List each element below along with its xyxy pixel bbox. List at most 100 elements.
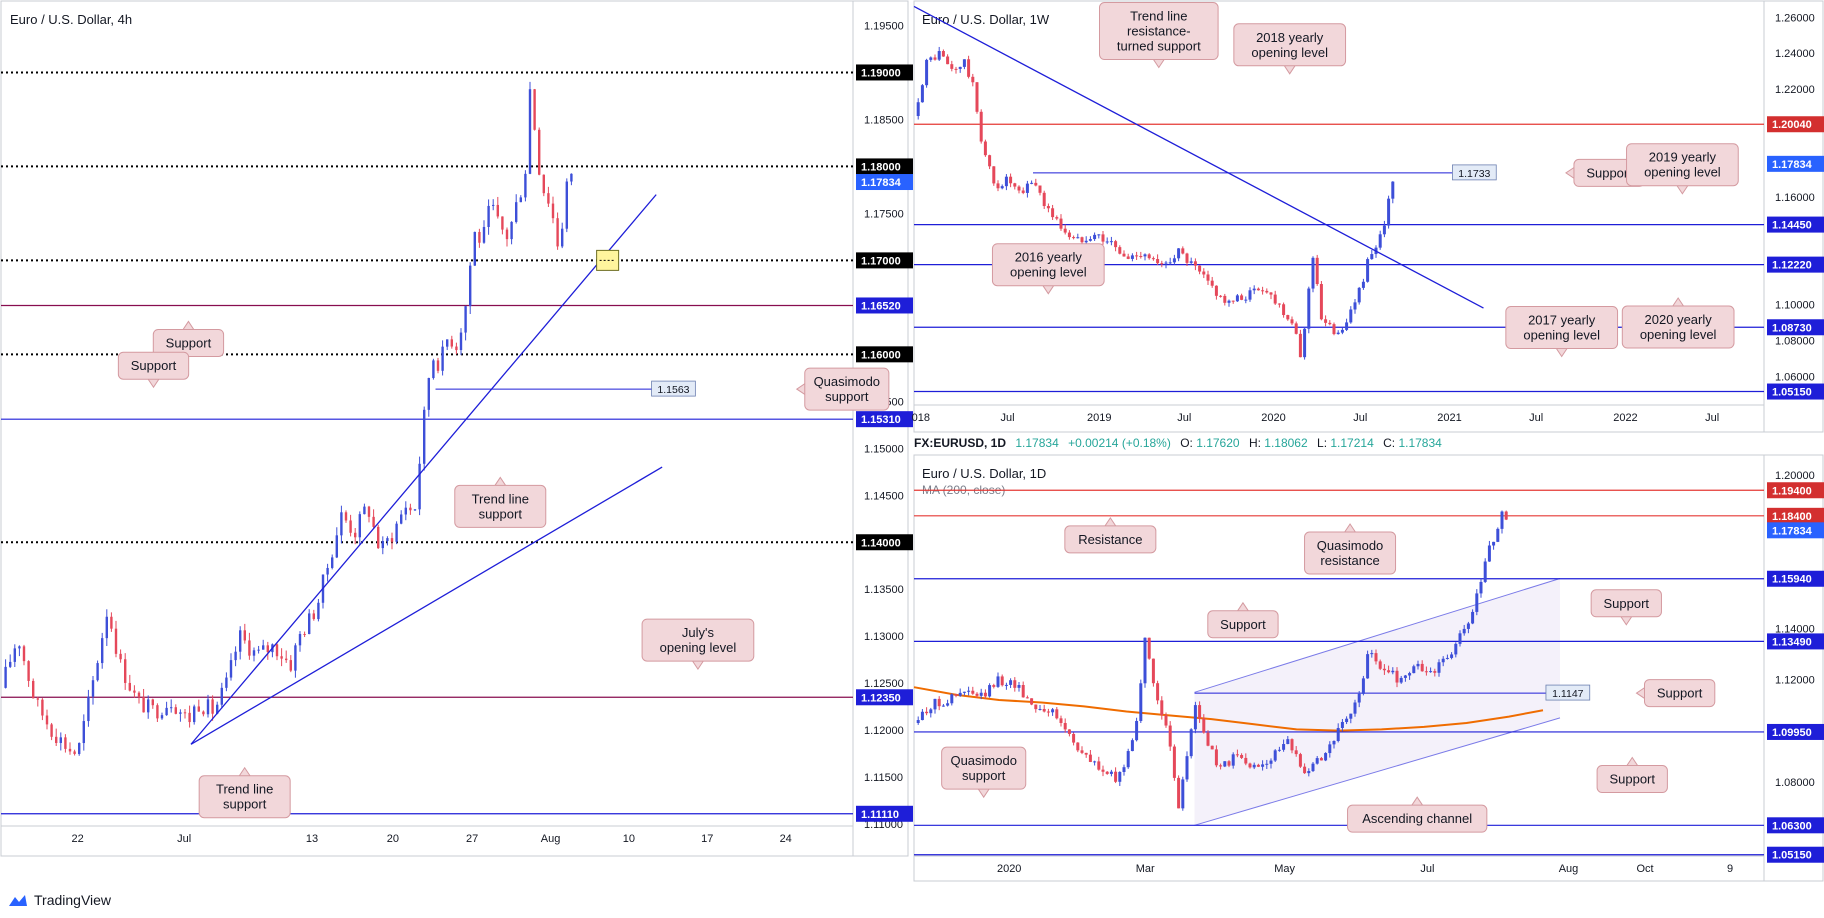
candle-body [1126,751,1130,768]
time-tick-label: 018 [912,412,930,424]
candle-body [1231,754,1235,766]
level-price-badge [1767,383,1824,400]
candle-body [1475,593,1479,612]
candle-body [340,512,343,536]
callout-label: Quasimodo [814,374,880,389]
candle-body [1483,561,1487,582]
candle-body [225,677,228,688]
candle-body [967,59,971,77]
price-tick-label: 1.12000 [864,725,904,737]
candle-body [1198,265,1202,272]
chart-daily[interactable]: 1.20000 1.14000 1.12000 1.08000 2020 Mar May Ju… [913,470,1824,875]
candle-body [1303,328,1307,358]
chart-4h[interactable]: 1.195001.185001.175001.155001.150001.145… [1,20,913,845]
candle-body [1156,259,1160,264]
candle-body [487,205,490,227]
candle-body [188,712,191,723]
candle-body [1378,234,1382,248]
candle-body [1055,217,1059,219]
callout-label: Ascending channel [1362,811,1472,826]
candle-body [1412,666,1416,674]
candle-body [1458,633,1462,644]
annotation-callout: Resistance [1064,516,1157,554]
candle-body [1093,234,1097,240]
candle-body [1021,685,1025,698]
candle-body [312,613,315,620]
candle-body [1227,300,1231,303]
candle-body [1265,290,1269,293]
time-tick-label: 9 [1727,863,1733,875]
candle-body [1151,258,1155,260]
candle-body [1256,288,1260,291]
callout-box [1064,525,1157,554]
price-tick-label: 1.11000 [864,819,903,831]
time-tick-label: 24 [780,833,792,845]
candle-body [220,687,223,705]
low-value: 1.17214 [1330,436,1374,450]
time-tick-label: Jul [1529,412,1543,424]
candle-body [971,76,975,83]
candle-body [432,360,435,379]
candle-body [1059,218,1063,229]
last-price-badge-label: 1.17834 [1772,159,1813,171]
level-price-badge [1767,723,1824,740]
tradingview-logo[interactable]: TradingView [6,890,111,910]
candle-body [1177,777,1181,809]
candle-body [1298,754,1302,767]
candle-body [996,183,1000,189]
candle-body [124,659,127,683]
candle-body [1349,309,1353,323]
candle-body [36,698,39,700]
candle-body [234,651,237,661]
candle-body [1361,678,1365,694]
candle-body [1261,290,1265,292]
candle-body [501,216,504,230]
candle-body [975,82,979,112]
candle-body [1353,302,1357,310]
close-label: C: [1383,436,1395,450]
candle-body [1063,228,1067,233]
candle-body [925,59,929,86]
chart-weekly[interactable]: 1.26000 1.24000 1.22000 1.16000 1.10000 1.080… [912,2,1824,424]
candle-body [954,694,958,696]
callout-label: resistance- [1127,24,1191,39]
callout-label: Resistance [1078,532,1142,547]
level-price-badge-label: 1.20040 [1772,119,1812,131]
callout-box [1207,610,1279,639]
price-tick-label: 1.22000 [1775,84,1815,96]
time-tick-label: 10 [623,833,635,845]
candle-body [1000,676,1004,686]
time-tick-label: May [1274,863,1295,875]
callout-label: Support [1586,165,1632,180]
last-price-badge [1767,155,1824,172]
level-price-badge [856,534,913,551]
callout-label: Quasimodo [950,753,1016,768]
candle-body [1319,284,1323,320]
callout-box [1099,2,1219,61]
time-tick-label: 2022 [1613,412,1637,424]
level-price-badge [1767,633,1824,650]
candle-body [1072,733,1076,743]
candle-body [377,526,380,549]
candle-body [262,645,265,650]
candle-body [1235,295,1239,302]
candle-body [1273,294,1277,304]
candle-body [1231,300,1235,302]
price-tick-label: 1.18500 [864,114,904,126]
candle-body [9,661,12,667]
candle-body [1244,757,1248,764]
candle-body [933,698,937,710]
candle-body [962,691,966,693]
time-tick-label: 2021 [1437,412,1461,424]
level-price-badge-label: 1.19400 [1772,485,1812,497]
candle-body [1328,322,1332,325]
time-tick-label: 2020 [1261,412,1285,424]
candle-body [404,507,407,515]
candle-body [450,339,453,347]
candle-body [197,706,200,712]
price-tick-label: 1.14000 [1775,623,1815,635]
level-price-badge [1767,817,1824,834]
candle-body [1172,746,1176,778]
